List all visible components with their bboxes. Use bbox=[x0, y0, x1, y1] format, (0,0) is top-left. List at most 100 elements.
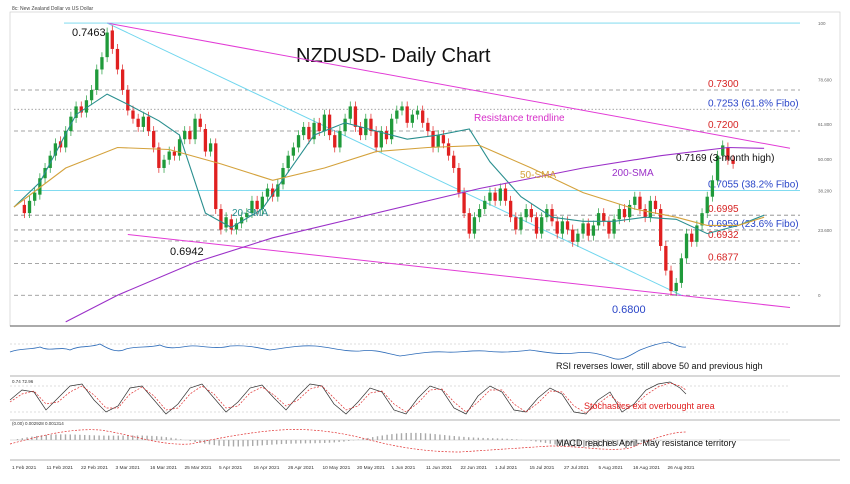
macd-bar bbox=[204, 440, 206, 444]
macd-bar bbox=[300, 440, 302, 444]
macd-bar bbox=[626, 440, 628, 444]
macd-bar bbox=[261, 440, 263, 446]
macd-bar bbox=[616, 440, 619, 446]
rsi-note: RSI reverses lower, still above 50 and p… bbox=[556, 361, 763, 371]
candle-body bbox=[555, 221, 559, 234]
candle-body bbox=[79, 106, 83, 113]
macd-bar bbox=[583, 440, 585, 448]
macd-bar bbox=[309, 440, 311, 444]
candle-body bbox=[338, 131, 342, 148]
candle-body bbox=[333, 135, 337, 148]
candle-body bbox=[669, 270, 673, 292]
macd-bar bbox=[645, 440, 647, 442]
macd-bar bbox=[45, 434, 47, 440]
macd-bar bbox=[26, 437, 28, 440]
macd-bar bbox=[93, 435, 95, 440]
x-axis-label: 16 Aug 2021 bbox=[633, 465, 660, 471]
macd-bar bbox=[247, 440, 249, 447]
candle-body bbox=[436, 135, 440, 148]
x-axis-label: 3 Mar 2021 bbox=[116, 465, 141, 471]
candle-body bbox=[540, 217, 544, 234]
candle-body bbox=[462, 192, 466, 214]
candle-body bbox=[627, 204, 632, 218]
macd-bar bbox=[372, 437, 374, 440]
x-axis-label: 5 Aug 2021 bbox=[599, 465, 624, 471]
candle-body bbox=[224, 217, 228, 228]
macd-bar bbox=[127, 435, 129, 440]
candle-body bbox=[95, 69, 99, 90]
x-axis-label: 1 Jun 2021 bbox=[392, 465, 416, 471]
candle-body bbox=[581, 223, 585, 234]
macd-bar bbox=[410, 432, 412, 440]
chart-title: NZDUSD- Daily Chart bbox=[296, 45, 491, 67]
macd-bar bbox=[530, 440, 532, 441]
macd-bar bbox=[88, 435, 91, 440]
candle-body bbox=[715, 155, 720, 181]
macd-bar bbox=[472, 437, 475, 440]
x-axis-label: 15 Jul 2021 bbox=[530, 465, 555, 471]
candle-body bbox=[700, 213, 704, 226]
candle-body bbox=[565, 221, 570, 230]
x-axis-label: 27 Jul 2021 bbox=[564, 465, 589, 471]
macd-bar bbox=[271, 440, 273, 445]
candle-body bbox=[400, 106, 404, 111]
candle-body bbox=[560, 221, 565, 234]
macd-bar bbox=[559, 440, 561, 446]
macd-bar bbox=[564, 440, 566, 446]
macd-bar bbox=[405, 432, 407, 440]
macd-bar bbox=[554, 440, 556, 445]
macd-bar bbox=[252, 440, 254, 447]
candle-body bbox=[27, 200, 32, 214]
x-axis-label: 26 Aug 2021 bbox=[668, 465, 695, 471]
level-label: 0.6995 bbox=[708, 204, 739, 215]
candle-body bbox=[152, 131, 156, 148]
candle-body bbox=[183, 131, 187, 140]
candle-body bbox=[188, 131, 192, 140]
x-axis-label: 16 Apr 2021 bbox=[254, 465, 280, 471]
macd-bar bbox=[324, 440, 326, 443]
candle-body bbox=[508, 200, 513, 218]
candle-body bbox=[126, 89, 130, 111]
macd-bar bbox=[631, 440, 633, 444]
stoch-k-line bbox=[9, 381, 687, 415]
macd-bar bbox=[64, 434, 67, 440]
macd-bar bbox=[420, 433, 422, 440]
macd-bar bbox=[40, 435, 43, 440]
macd-bar bbox=[208, 440, 211, 445]
candle-body bbox=[48, 155, 52, 168]
candle-body bbox=[477, 209, 482, 218]
stoch-note: Stochastics exit overbought area bbox=[584, 401, 715, 411]
macd-bar bbox=[381, 435, 383, 440]
candle-body bbox=[131, 110, 135, 119]
macd-bar bbox=[146, 435, 148, 440]
candle-body bbox=[307, 126, 311, 140]
candle-body bbox=[100, 57, 104, 70]
macd-bar bbox=[506, 438, 508, 440]
x-axis-label: 11 Jun 2021 bbox=[426, 465, 452, 471]
macd-header: (0.00) 0.002928 0.001314 bbox=[12, 421, 64, 426]
candle-body bbox=[250, 200, 254, 214]
macd-bar bbox=[434, 434, 436, 440]
macd-bar bbox=[468, 437, 470, 440]
candle-body bbox=[405, 106, 409, 123]
candle-body bbox=[690, 233, 694, 242]
macd-bar bbox=[280, 440, 283, 445]
macd-bar bbox=[424, 433, 427, 440]
macd-bar bbox=[218, 440, 220, 446]
candle-body bbox=[503, 188, 508, 201]
candle-body bbox=[550, 209, 554, 222]
macd-bar bbox=[338, 440, 340, 443]
macd-bar bbox=[453, 436, 455, 440]
candle-body bbox=[659, 209, 663, 246]
candle-body bbox=[498, 188, 502, 201]
candle-body bbox=[239, 217, 244, 224]
candle-body bbox=[364, 118, 368, 136]
macd-bar bbox=[319, 440, 321, 444]
macd-bar bbox=[386, 434, 388, 440]
macd-bar bbox=[362, 438, 364, 440]
macd-bar bbox=[98, 435, 100, 440]
macd-signal-line bbox=[9, 429, 687, 453]
macd-bar bbox=[256, 440, 259, 446]
macd-bar bbox=[448, 435, 451, 440]
macd-bar bbox=[199, 440, 201, 443]
